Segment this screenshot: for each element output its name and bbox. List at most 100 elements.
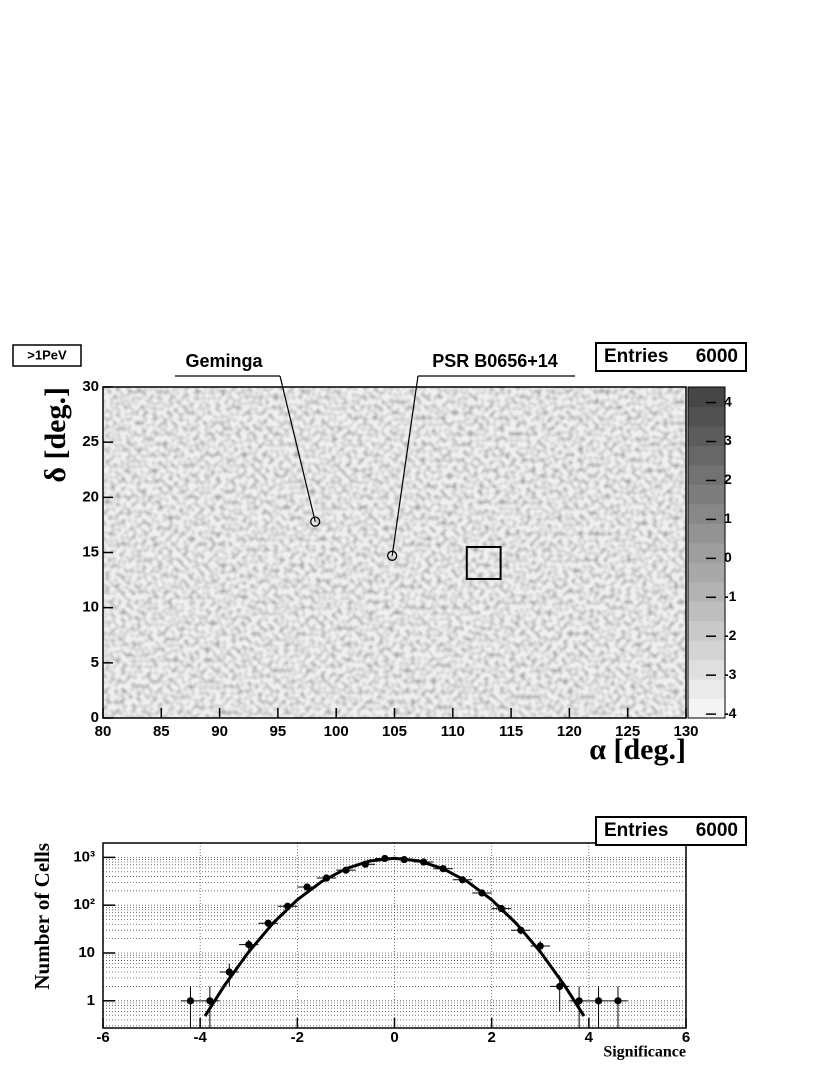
y-tick-label: 10³	[73, 848, 95, 865]
annotation-text: PSR B0656+14	[432, 351, 558, 371]
x-tick-label: -6	[96, 1029, 109, 1046]
x-tick-label: 80	[95, 723, 112, 740]
colorbar-band	[688, 523, 725, 544]
stats-name: Entries	[604, 820, 668, 841]
colorbar-band	[688, 425, 725, 446]
annotation-point	[310, 516, 321, 527]
y-axis-title: Number of Cells	[30, 843, 54, 990]
x-tick-label: 0	[390, 1029, 398, 1046]
colorbar-tick-label: -4	[724, 705, 737, 721]
stats-value: 6000	[696, 346, 738, 367]
data-point	[206, 997, 214, 1005]
data-point	[478, 889, 486, 897]
x-tick-label: 85	[153, 723, 170, 740]
x-tick-label: 90	[211, 723, 228, 740]
annotation-leader	[391, 375, 419, 556]
data-point	[575, 997, 583, 1005]
stats-name: Entries	[604, 346, 668, 367]
colorbar-tick-label: -2	[724, 627, 737, 643]
region-box	[465, 545, 502, 580]
x-tick-label: 6	[682, 1029, 690, 1046]
colorbar-band	[688, 484, 725, 505]
colorbar-band	[688, 620, 725, 641]
data-point	[439, 865, 447, 873]
x-tick-label: 120	[557, 723, 582, 740]
y-tick-label: 5	[91, 654, 99, 671]
data-point	[303, 883, 311, 891]
data-point	[400, 855, 408, 864]
colorbar-band	[688, 581, 725, 602]
y-tick-label: 10	[82, 599, 99, 616]
x-axis-title: α [deg.]	[589, 733, 686, 766]
x-tick-label: -4	[193, 1029, 207, 1046]
data-point	[536, 942, 544, 950]
x-tick-label: 95	[270, 723, 287, 740]
data-point	[556, 982, 564, 991]
data-point	[497, 904, 505, 913]
data-point	[284, 902, 292, 910]
x-tick-label: 125	[615, 723, 640, 740]
annotation-leader	[279, 375, 316, 522]
y-tick-label: 10	[78, 944, 95, 961]
colorbar-tick-label: 4	[724, 393, 732, 409]
stats-box	[595, 342, 747, 372]
annotation-point	[387, 550, 398, 561]
data-point	[361, 860, 369, 868]
data-point	[342, 866, 350, 874]
colorbar-frame	[687, 386, 726, 719]
colorbar-tick-label: 0	[724, 549, 732, 565]
y-tick-label: 0	[91, 709, 99, 726]
colorbar-tick-label: 3	[724, 432, 732, 448]
y-tick-label: 30	[82, 378, 99, 395]
data-point	[186, 997, 195, 1005]
data-point	[420, 858, 428, 866]
x-tick-label: 110	[441, 723, 465, 740]
label-box	[12, 344, 82, 367]
data-point	[381, 854, 389, 863]
x-tick-label: 100	[324, 723, 349, 740]
data-point	[322, 874, 331, 882]
data-point	[517, 926, 525, 934]
colorbar-band	[688, 445, 725, 466]
x-tick-label: 105	[382, 723, 407, 740]
y-tick-label: 15	[82, 543, 99, 560]
y-tick-label: 1	[87, 992, 95, 1009]
data-point	[225, 968, 233, 976]
colorbar-band	[688, 679, 725, 700]
y-axis-title: δ [deg.]	[39, 387, 72, 483]
x-axis-title: Significance	[603, 1044, 686, 1061]
colorbar-band	[688, 601, 725, 622]
data-point	[245, 940, 253, 949]
annotation-text: Geminga	[185, 351, 263, 371]
data-point	[458, 876, 467, 884]
data-point	[264, 919, 272, 927]
x-tick-label: 130	[673, 723, 698, 740]
y-tick-label: 25	[82, 433, 99, 450]
colorbar-tick-label: -3	[724, 666, 737, 682]
stats-value: 6000	[696, 820, 738, 841]
colorbar-band	[688, 562, 725, 583]
x-tick-label: 4	[585, 1029, 594, 1046]
stats-box	[595, 816, 747, 846]
colorbar-tick-label: -1	[724, 588, 737, 604]
y-tick-label: 10²	[73, 896, 95, 913]
colorbar-tick-label: 2	[724, 471, 732, 487]
colorbar-band	[688, 659, 725, 680]
x-tick-label: -2	[291, 1029, 304, 1046]
colorbar-band	[688, 698, 725, 719]
colorbar-tick-label: 1	[724, 510, 732, 526]
data-point	[614, 997, 622, 1005]
colorbar-band	[688, 406, 725, 427]
colorbar-band	[688, 503, 725, 524]
colorbar-band	[688, 464, 725, 485]
colorbar-band	[688, 387, 725, 407]
heatmap-cells	[103, 387, 686, 718]
x-tick-label: 115	[499, 723, 523, 740]
label: >1PeV	[27, 347, 67, 362]
colorbar-band	[688, 640, 725, 661]
y-tick-label: 20	[82, 488, 99, 505]
x-tick-label: 2	[487, 1029, 495, 1046]
data-point	[594, 997, 603, 1005]
